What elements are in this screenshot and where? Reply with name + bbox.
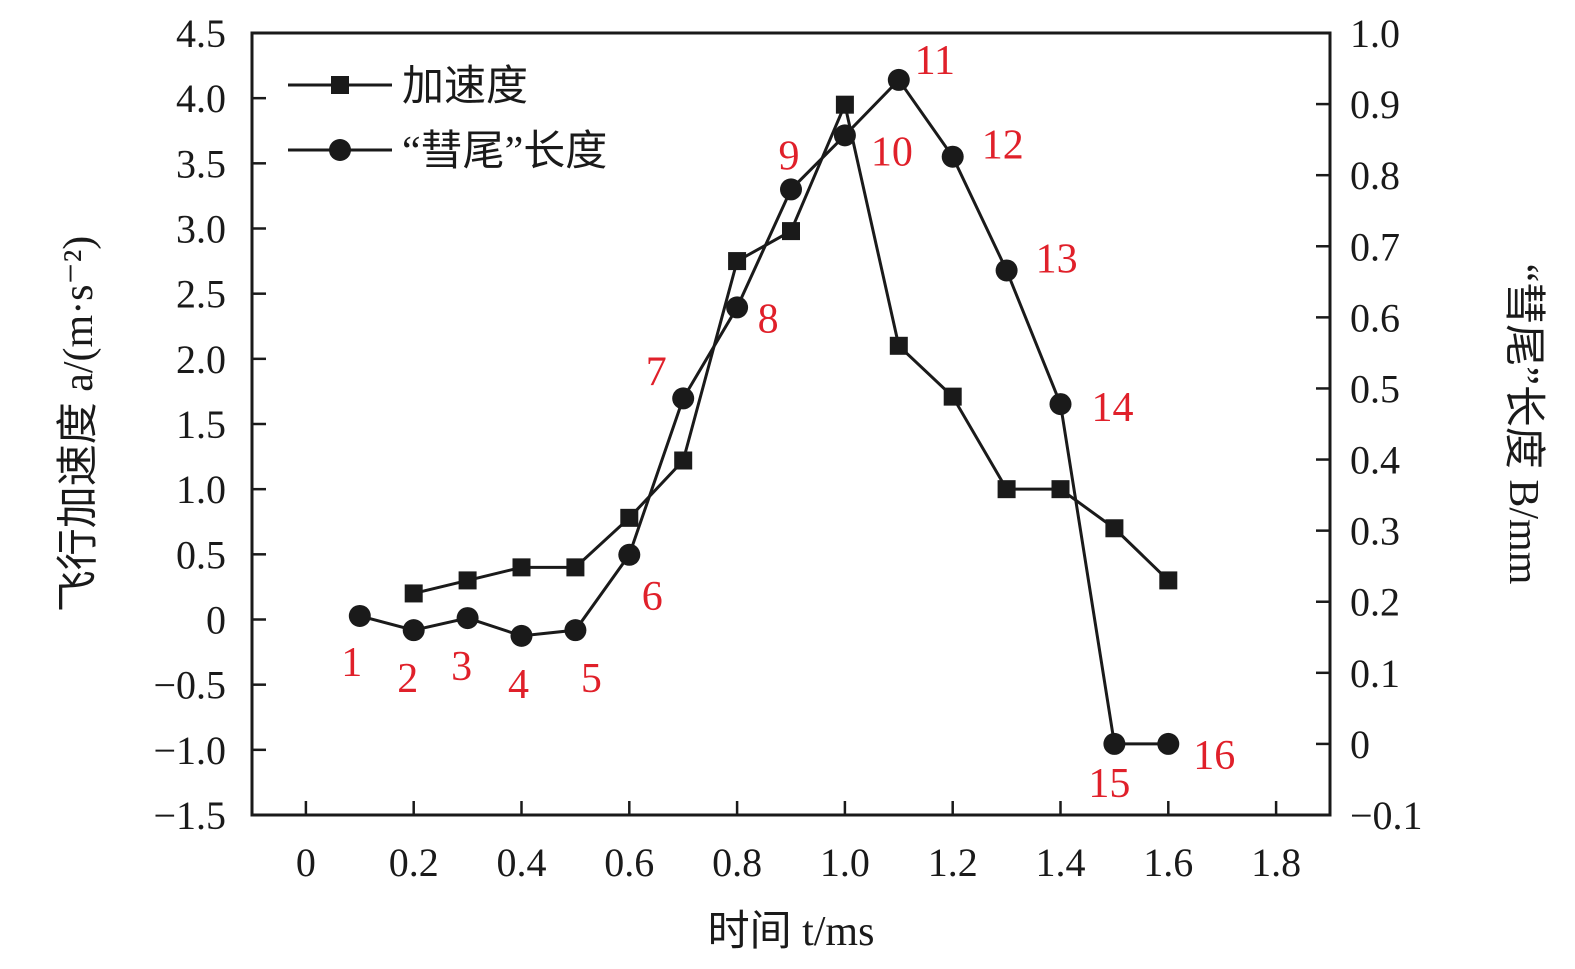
left-y-tick-label: 2.5 (176, 272, 226, 317)
accel-data-point (997, 480, 1016, 499)
accel-data-point (620, 508, 639, 527)
tail-length-data-point (1049, 393, 1072, 416)
right-y-tick-label: 0.9 (1350, 82, 1400, 127)
point-label: 14 (1092, 385, 1134, 431)
right-y-tick-label: 0 (1350, 722, 1370, 767)
right-y-tick-label: 0.7 (1350, 224, 1400, 269)
accel-data-point (835, 95, 854, 114)
accel-data-point (1051, 480, 1070, 499)
x-tick-label: 0.6 (604, 840, 654, 885)
tail-length-data-point (1157, 732, 1180, 755)
accel-data-point (728, 252, 747, 271)
point-label: 5 (581, 656, 602, 702)
tail-length-data-point (995, 259, 1018, 282)
legend: 加速度 “彗尾”长度 (288, 64, 607, 175)
left-y-tick-label: 1.0 (176, 467, 226, 512)
left-y-tick-label: −1.5 (153, 793, 226, 838)
legend-label-tail: “彗尾”长度 (402, 129, 607, 175)
right-y-tick-label: 0.6 (1350, 295, 1400, 340)
point-label: 15 (1088, 761, 1130, 807)
accel-data-point (943, 387, 962, 406)
tail-length-data-point (456, 607, 479, 630)
accel-data-point (566, 558, 585, 577)
point-label: 12 (982, 123, 1024, 169)
accel-data-point (458, 571, 477, 590)
left-y-tick-label: −0.5 (153, 663, 226, 708)
left-y-tick-label: 2.0 (176, 337, 226, 382)
tail-length-data-point (726, 296, 749, 319)
point-label: 10 (871, 129, 913, 175)
right-y-tick-label: 0.8 (1350, 153, 1400, 198)
left-y-axis-title: 飞行加速度 a/(m·s⁻²) (56, 236, 102, 613)
legend-label-accel: 加速度 (402, 64, 528, 110)
x-tick-label: 1.8 (1251, 840, 1301, 885)
right-y-tick-label: 0.5 (1350, 366, 1400, 411)
right-y-tick-label: 0.1 (1350, 651, 1400, 696)
tail-length-data-point (1103, 732, 1126, 755)
accel-data-point (1159, 571, 1178, 590)
left-y-tick-label: 4.5 (176, 11, 226, 56)
tail-length-data-point (941, 145, 964, 168)
tail-length-data-point (887, 68, 910, 91)
x-tick-label: 1.6 (1143, 840, 1193, 885)
point-label: 9 (779, 133, 800, 179)
point-label: 8 (758, 296, 779, 342)
point-label: 11 (915, 38, 955, 84)
tail-length-series-line (359, 77, 1169, 746)
legend-marker-square (331, 76, 349, 94)
tail-length-data-point (672, 387, 695, 410)
x-axis-title: 时间 t/ms (708, 909, 875, 955)
x-tick-label: 0.2 (389, 840, 439, 885)
left-y-axis: −1.5 −1.0 −0.5 0 0.5 1.0 1.5 2.0 2.5 3.0 3.5 4.0 4.5 (153, 11, 266, 838)
tail-length-data-point (780, 178, 802, 201)
point-label: 3 (451, 644, 472, 690)
tail-length-data-point (618, 543, 641, 566)
point-label: 7 (646, 349, 667, 395)
right-y-tick-label: 0.4 (1350, 438, 1400, 483)
x-tick-label: 0.8 (712, 840, 762, 885)
point-label: 2 (397, 656, 418, 702)
tail-length-data-point (510, 624, 533, 647)
tail-length-data-point (348, 604, 371, 627)
right-y-tick-label: 1.0 (1350, 11, 1400, 56)
left-y-tick-label: 1.5 (176, 402, 226, 447)
x-tick-label: 0.4 (497, 840, 547, 885)
accel-data-point (1105, 519, 1124, 538)
left-y-tick-label: 3.0 (176, 207, 226, 252)
accel-data-point (404, 584, 423, 603)
accel-data-point (782, 222, 800, 241)
point-label: 16 (1193, 733, 1235, 779)
accel-data-point (674, 451, 693, 470)
right-y-tick-label: 0.2 (1350, 580, 1400, 625)
left-y-tick-label: 3.5 (176, 141, 226, 186)
x-axis: 0 0.2 0.4 0.6 0.8 1.0 1.2 1.4 1.6 1.8 (296, 801, 1301, 885)
right-y-axis: −0.1 0 0.1 0.2 0.3 0.4 0.5 0.6 0.7 0.8 0.9 1.0 (1316, 11, 1423, 838)
left-y-tick-label: 0 (206, 598, 226, 643)
right-y-tick-label: 0.3 (1350, 509, 1400, 554)
point-label: 1 (341, 640, 362, 686)
left-y-tick-label: 4.0 (176, 76, 226, 121)
point-label: 4 (508, 662, 529, 708)
tail-length-data-point (402, 619, 425, 642)
tail-length-data-point (833, 124, 856, 147)
x-tick-label: 1.4 (1036, 840, 1086, 885)
point-label: 13 (1036, 236, 1078, 282)
left-y-tick-label: 0.5 (176, 532, 226, 577)
right-y-axis-title: “彗尾”长度 B/mm (1500, 264, 1546, 585)
accel-data-point (889, 336, 908, 355)
point-label: 6 (642, 574, 663, 620)
x-tick-label: 1.2 (928, 840, 978, 885)
tail-length-data-point (564, 619, 587, 642)
right-y-tick-label: −0.1 (1350, 793, 1423, 838)
x-tick-label: 1.0 (820, 840, 870, 885)
series-layer (348, 68, 1180, 755)
accel-data-point (512, 558, 531, 577)
legend-marker-circle (329, 139, 351, 161)
x-tick-label: 0 (296, 840, 316, 885)
left-y-tick-label: −1.0 (153, 728, 226, 773)
